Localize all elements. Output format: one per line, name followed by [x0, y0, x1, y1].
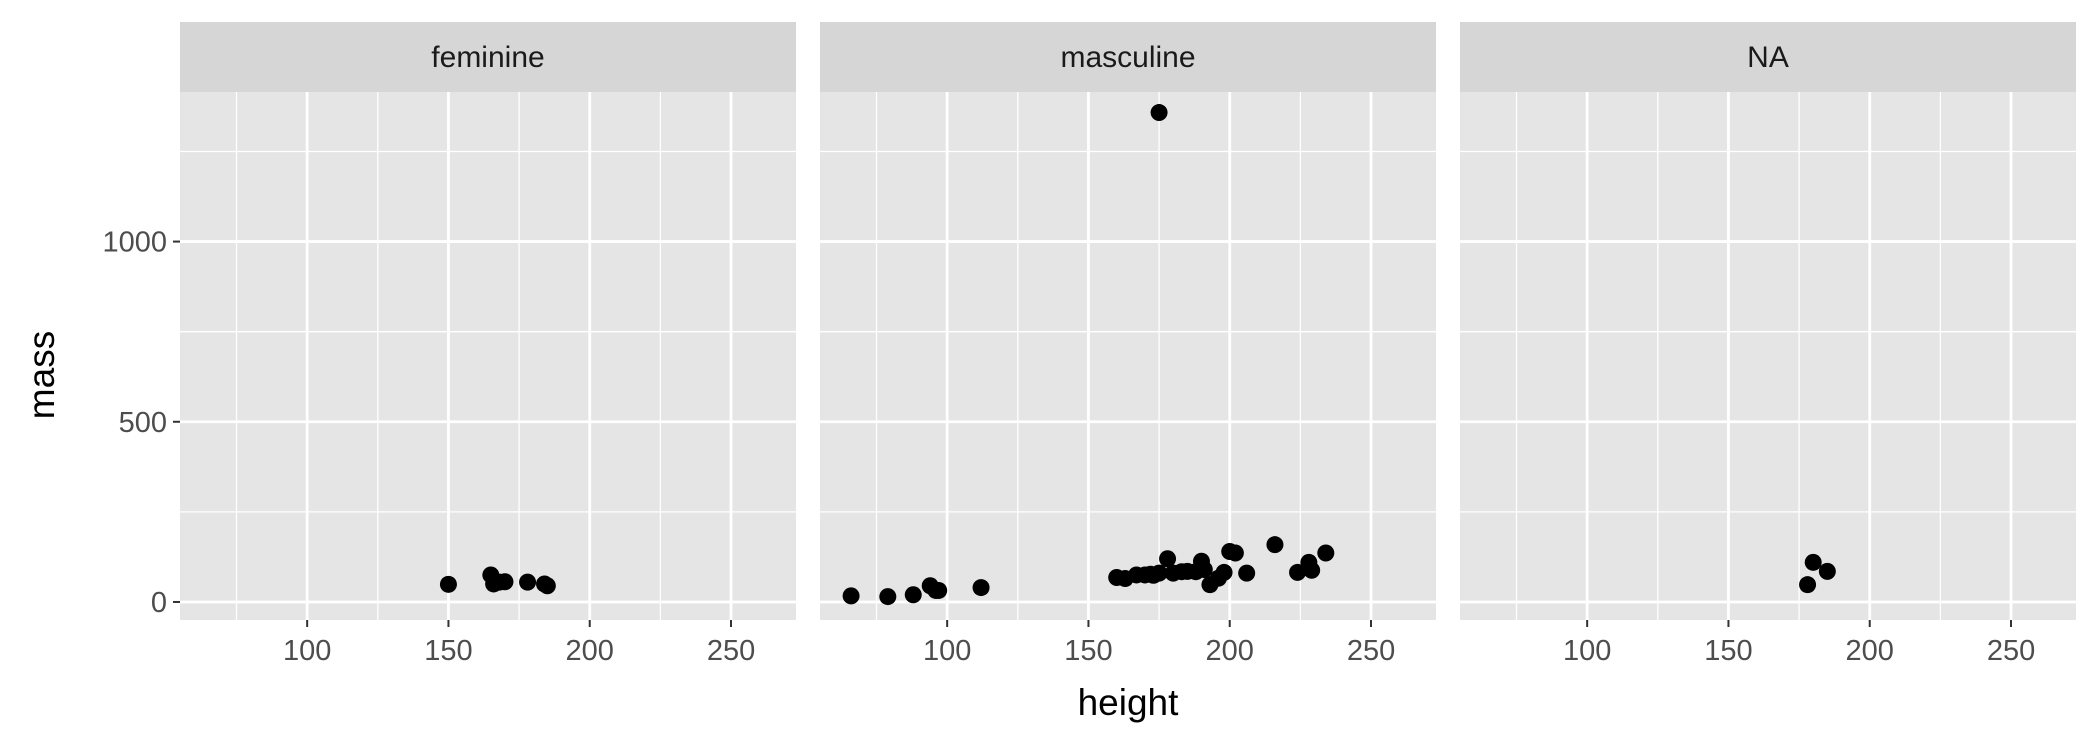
facet-strip-label: NA: [1747, 41, 1789, 74]
x-tick-label: 250: [1347, 635, 1395, 667]
x-tick-label: 100: [1563, 635, 1611, 667]
facet-strip: [820, 22, 1436, 92]
data-point: [1303, 561, 1321, 579]
data-point: [1150, 104, 1168, 122]
y-tick-label: 500: [119, 407, 167, 439]
data-point: [1238, 564, 1256, 582]
facet-strip: [180, 22, 796, 92]
panels-layer: feminine 100 150 200 250 masculine 100 150 200 25…: [180, 22, 2076, 667]
data-point: [1818, 562, 1836, 580]
facet-panel-feminine: feminine 100 150 200 250: [180, 22, 796, 667]
data-point: [842, 587, 860, 605]
data-point: [496, 573, 514, 591]
x-tick-label: 200: [566, 635, 614, 667]
facet-strip-label: masculine: [1060, 41, 1195, 74]
data-point: [1804, 553, 1822, 571]
panel-background: [1460, 92, 2076, 620]
data-point: [879, 588, 897, 606]
x-axis-title: height: [1078, 682, 1180, 723]
data-point: [439, 575, 457, 593]
data-point: [904, 586, 922, 604]
data-point: [538, 577, 556, 595]
data-point: [1799, 576, 1817, 594]
data-point: [1215, 563, 1233, 581]
facet-panel-na: NA 100 150 200 250: [1460, 22, 2076, 667]
data-point: [1317, 544, 1335, 562]
data-point: [1289, 563, 1307, 581]
data-point: [1159, 550, 1177, 568]
data-point: [1266, 536, 1284, 554]
facet-strip-label: feminine: [431, 41, 544, 74]
data-point: [1195, 561, 1213, 579]
x-tick-label: 250: [1987, 635, 2035, 667]
y-tick-label: 1000: [102, 227, 167, 259]
data-point: [1150, 564, 1168, 582]
x-tick-label: 100: [283, 635, 331, 667]
facet-panel-masculine: masculine 100 150 200 250: [820, 22, 1436, 667]
x-tick-label: 100: [923, 635, 971, 667]
data-point: [972, 579, 990, 597]
y-axis: 0 500 1000: [102, 227, 180, 619]
x-tick-label: 150: [1064, 635, 1112, 667]
y-tick-label: 0: [151, 587, 167, 619]
x-tick-label: 150: [1704, 635, 1752, 667]
x-tick-label: 200: [1206, 635, 1254, 667]
data-point: [1226, 544, 1244, 562]
panel-background: [180, 92, 796, 620]
y-axis-title: mass: [21, 331, 62, 419]
data-point: [930, 581, 948, 599]
x-tick-label: 150: [424, 635, 472, 667]
data-point: [519, 573, 537, 591]
facet-strip: [1460, 22, 2076, 92]
x-tick-label: 200: [1846, 635, 1894, 667]
panel-background: [820, 92, 1436, 620]
x-tick-label: 250: [707, 635, 755, 667]
